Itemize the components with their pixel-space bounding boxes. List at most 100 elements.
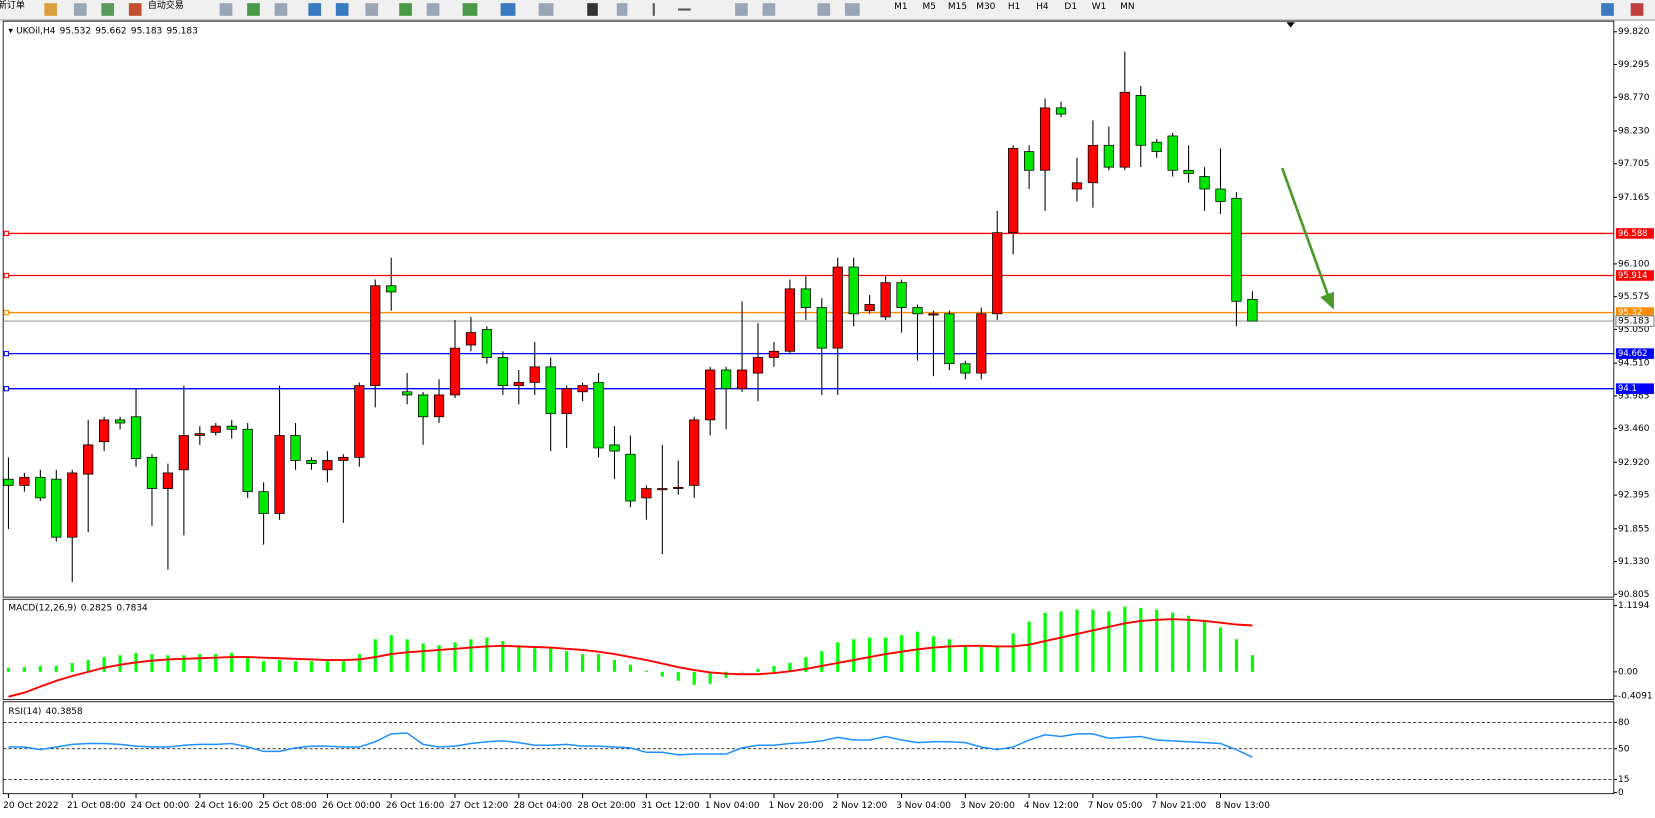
timeframe-button[interactable]: W1 [1092,2,1107,12]
macd-bar [373,639,377,672]
candle-body [51,478,62,538]
toolbar-button[interactable]: 新订单 [0,0,25,11]
macd-bar [1218,627,1223,672]
macd-bar [995,645,999,672]
candle-body [210,425,221,433]
macd-bar [740,671,744,673]
candle-body [1023,151,1035,171]
macd-bar [708,671,712,684]
macd-bar [485,637,489,672]
level-price-box [1615,228,1654,239]
candle-body [226,425,237,430]
macd-bar [182,655,186,672]
annotation-arrow [1280,167,1331,301]
x-tick-label: 20 Oct 2022 [3,801,58,811]
candle-body [481,329,493,358]
macd-bar [214,654,218,672]
indicator-name: MACD(12,26,9) [8,603,76,613]
candle-body [1199,176,1210,190]
macd-bar [899,635,904,672]
candle-body [1087,144,1099,184]
candle-body [1247,298,1258,322]
level-handle [3,386,9,392]
candle-body [609,444,620,452]
macd-bar [963,645,967,672]
timeframe-button[interactable]: M15 [948,2,967,12]
macd-bar [692,671,696,685]
candle-body [146,456,158,489]
y-tick-label: 99.820 [1618,27,1650,37]
candle-body [1183,169,1194,174]
candle-body [816,307,827,349]
x-tick-label: 27 Oct 12:00 [450,801,509,811]
macd-bar [836,642,840,672]
timeframe-button[interactable]: M30 [976,2,995,12]
x-tick-label: 28 Oct 04:00 [514,801,573,811]
candle-body [625,453,636,502]
y-tick-label: 50 [1618,744,1630,754]
signal-value: 0.7834 [116,603,148,613]
candle-body [258,491,269,514]
level-handle [3,272,9,279]
close: 95.183 [166,26,197,36]
x-tick-label: 3 Nov 20:00 [960,801,1015,811]
level-handle [3,309,9,316]
macd-bar [293,661,298,672]
timeframe-button[interactable]: MN [1120,2,1134,12]
macd-bar [277,660,282,672]
macd-bar [341,661,345,672]
x-tick-label: 28 Oct 20:00 [577,801,636,811]
candle-body [370,285,381,386]
candle-body [784,288,796,352]
macd-bar [198,654,202,672]
level-handle [3,230,9,237]
candle-body [768,350,780,358]
y-tick-label: -0.4091 [1618,692,1653,702]
candle-body [928,313,939,316]
x-tick-label: 7 Nov 21:00 [1151,801,1206,811]
candle-body [832,266,843,349]
level-price-box [1615,383,1654,394]
candle-body [178,435,189,471]
candle-body [1008,148,1019,234]
macd-bar [1027,621,1031,672]
candle-body [322,460,333,471]
candle-body [880,282,891,318]
macd-bar [309,661,314,672]
macd-bar [325,661,329,672]
candle-body [529,366,540,383]
macd-bar [405,639,409,672]
macd-bar [533,648,537,672]
macd-bar [612,660,617,672]
timeframe-button[interactable]: M5 [922,2,935,12]
y-tick-label: 93.460 [1618,424,1650,434]
macd-bar [102,657,106,672]
timeframe-button[interactable]: M1 [894,2,907,12]
macd-bar [1091,609,1095,672]
timeframe-button[interactable]: D1 [1064,2,1077,12]
candle-body [449,347,461,396]
level-price-label: 94.662 [1618,348,1648,358]
macd-bar [565,651,569,672]
candle-body [114,419,126,424]
timeframe-button[interactable]: H4 [1036,2,1049,12]
timeframe-bar: M1 M5 M15 M30 H1 H4 D1 W1 MN [894,2,1134,12]
macd-value: 0.2825 [81,603,112,613]
timeframe-button[interactable]: H1 [1008,2,1020,12]
candle-body [1135,95,1146,146]
macd-bar [1043,612,1047,672]
candle-body [960,363,971,374]
level-price-box [1615,348,1654,359]
collapse-icon: ▾ [8,26,13,36]
macd-bar [979,647,983,672]
candle-body [545,366,556,415]
macd-bar [1202,621,1207,672]
candle-body [1167,135,1178,171]
rsi-header: RSI(14) 40.3858 [8,707,83,717]
candle-body [673,486,684,489]
level-price-label: 94.1 [1618,383,1637,393]
macd-bar [230,652,234,672]
candle-body [3,478,14,486]
toolbar-button[interactable]: 自动交易 [148,0,184,11]
